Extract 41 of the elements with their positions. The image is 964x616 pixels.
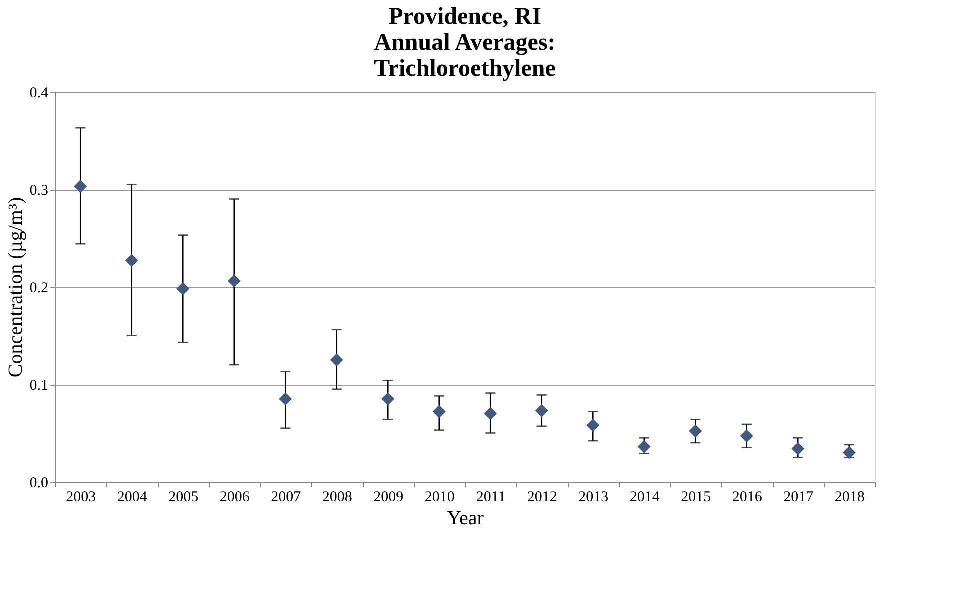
x-tick-label: 2014 — [630, 490, 660, 506]
y-tick-label: 0.0 — [30, 476, 48, 492]
x-tick-label: 2017 — [784, 490, 814, 506]
x-tick-label: 2011 — [476, 490, 506, 506]
x-tick-label: 2005 — [168, 490, 199, 506]
point — [228, 274, 241, 288]
point — [638, 440, 651, 454]
y-tick-label: 0.4 — [30, 86, 49, 102]
point — [484, 407, 498, 420]
point — [586, 418, 600, 432]
x-tick-label: 2003 — [66, 490, 96, 506]
x-tick-label: 2015 — [681, 490, 712, 506]
point — [535, 404, 548, 418]
x-tick-label: 2018 — [834, 490, 865, 506]
y-tick-label: 0.3 — [30, 183, 48, 199]
x-tick-label: 2006 — [220, 490, 250, 506]
y-tick-label: 0.2 — [30, 280, 48, 296]
y-axis-title: Concentration (µg/m³) — [4, 197, 27, 378]
x-tick-label: 2010 — [424, 490, 455, 506]
point — [689, 424, 702, 438]
point — [279, 392, 292, 406]
x-tick-label: 2012 — [527, 490, 558, 506]
text: Trichloroethylene — [374, 56, 556, 82]
x-tick-label: 2016 — [732, 490, 763, 506]
text: Annual Averages: — [374, 30, 556, 56]
x-tick-label: 2008 — [322, 490, 352, 506]
point — [330, 354, 344, 367]
point — [74, 180, 88, 194]
x-axis-title: Year — [447, 508, 484, 530]
y-tick-label: 0.1 — [30, 378, 48, 394]
point — [125, 254, 138, 268]
point — [792, 442, 805, 456]
x-tick-label: 2004 — [117, 490, 148, 506]
point — [432, 405, 446, 418]
x-tick-label: 2013 — [578, 490, 609, 506]
text: Providence, RI — [388, 4, 542, 30]
x-tick-label: 2007 — [271, 490, 302, 506]
point — [740, 430, 754, 443]
x-tick-label: 2009 — [374, 490, 404, 506]
point — [176, 282, 190, 296]
point — [382, 392, 395, 406]
